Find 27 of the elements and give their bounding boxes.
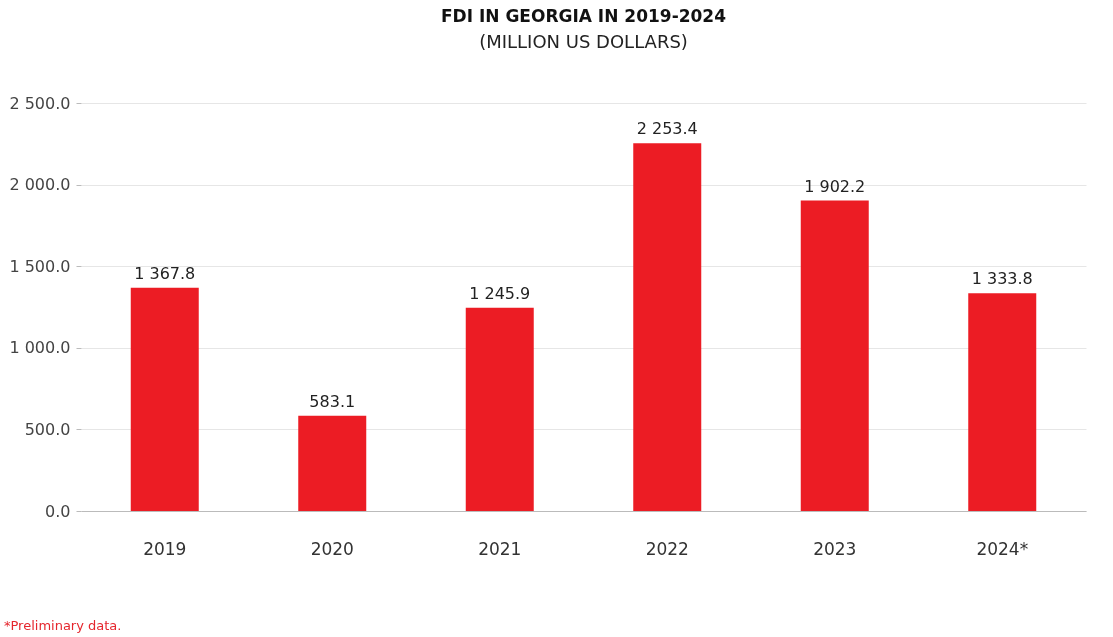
- x-tick-label: 2023: [813, 538, 857, 559]
- x-tick-label: 2020: [310, 538, 354, 559]
- y-tick-label: 1 500.0: [9, 256, 71, 276]
- bar: [465, 307, 534, 511]
- bar: [633, 143, 702, 511]
- data-label: 2 253.4: [636, 119, 698, 139]
- bar: [298, 415, 367, 511]
- bar: [968, 293, 1037, 511]
- bar: [130, 287, 199, 511]
- x-tick-label: 2021: [478, 538, 522, 559]
- y-tick-label: 2 500.0: [9, 93, 71, 113]
- bar: [800, 200, 869, 511]
- data-label: 1 245.9: [469, 283, 531, 303]
- data-label: 1 333.8: [971, 269, 1033, 289]
- y-tick-label: 500.0: [24, 419, 71, 439]
- text: *Preliminary data.: [4, 618, 122, 633]
- data-label: 1 367.8: [134, 263, 196, 283]
- x-tick-label: 2022: [645, 538, 689, 559]
- y-tick-label: 1 000.0: [9, 338, 71, 358]
- chart-subtitle: (MILLION US DOLLARS): [479, 31, 688, 52]
- y-tick-label: 0.0: [45, 501, 71, 521]
- chart-title: FDI IN GEORGIA IN 2019-2024: [440, 6, 727, 26]
- data-label: 583.1: [309, 391, 356, 411]
- y-tick-label: 2 000.0: [9, 175, 71, 195]
- x-tick-label: 2024*: [976, 538, 1029, 559]
- data-label: 1 902.2: [804, 176, 866, 196]
- x-tick-label: 2019: [143, 538, 187, 559]
